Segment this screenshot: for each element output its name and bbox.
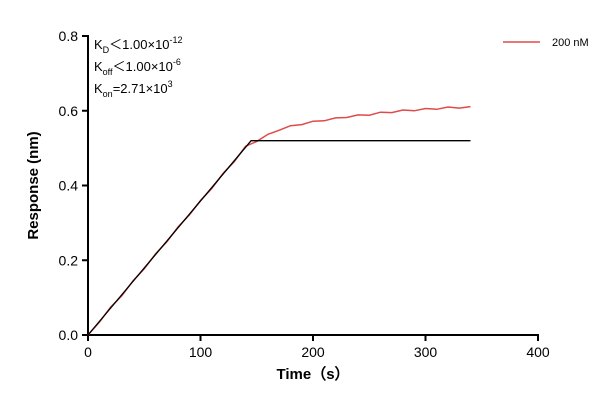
y-tick-label: 0.6 <box>59 103 79 119</box>
x-tick-label: 0 <box>84 344 92 360</box>
annotation-exponent: -6 <box>173 57 181 67</box>
y-tick-label: 0.8 <box>59 28 79 44</box>
x-tick-label: 300 <box>414 344 438 360</box>
annotation-value: ＜1.00×10 <box>109 37 169 52</box>
annotation-subscript: on <box>103 89 113 99</box>
x-axis-title: Time（s） <box>276 365 349 383</box>
x-tick-label: 200 <box>301 344 325 360</box>
y-axis-title: Response (nm) <box>25 131 42 239</box>
annotation-symbol: K <box>94 59 103 74</box>
annotation-subscript: off <box>103 67 113 77</box>
annotation: Koff＜1.00×10-6 <box>94 57 181 77</box>
legend-label: 200 nM <box>552 37 589 49</box>
annotation-exponent: 3 <box>168 79 173 89</box>
annotation-value: ＜1.00×10 <box>113 59 173 74</box>
annotation-value: =2.71×10 <box>113 81 168 96</box>
y-tick-label: 0.0 <box>59 327 79 343</box>
x-tick-label: 400 <box>526 344 550 360</box>
x-tick-label: 100 <box>189 344 213 360</box>
annotation-subscript: D <box>103 45 110 55</box>
annotation: KD＜1.00×10-12 <box>94 35 183 55</box>
annotation-symbol: K <box>94 37 103 52</box>
annotation: Kon=2.71×103 <box>94 79 173 99</box>
annotation-symbol: K <box>94 81 103 96</box>
y-tick-label: 0.2 <box>59 252 79 268</box>
fit-line <box>87 140 471 336</box>
y-tick-label: 0.4 <box>59 178 79 194</box>
annotation-exponent: -12 <box>170 35 183 45</box>
